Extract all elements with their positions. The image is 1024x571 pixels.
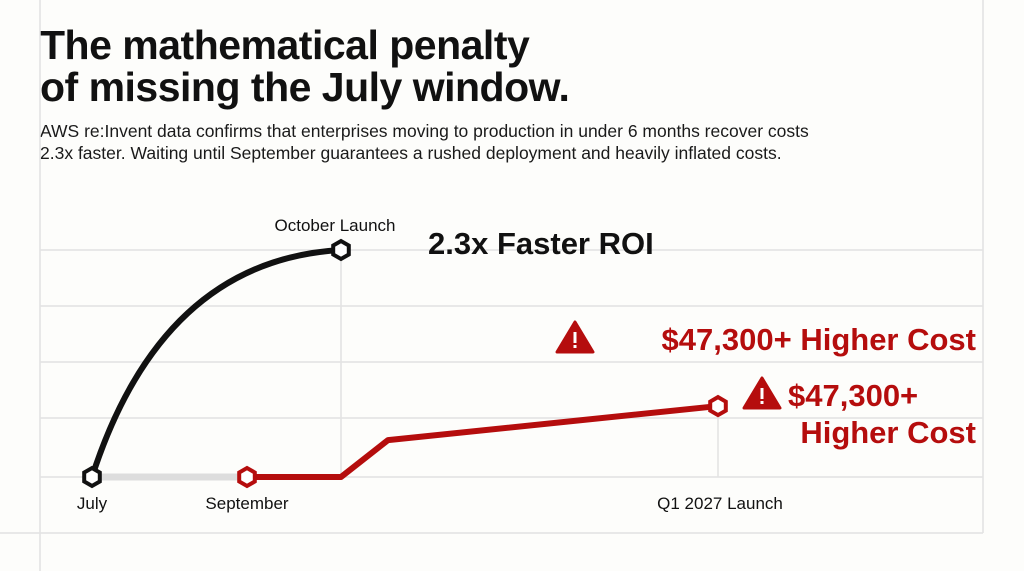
warning-triangle-icon <box>742 376 782 410</box>
marker-july <box>82 465 102 489</box>
annotation-cost-top: $47,300+ Higher Cost <box>662 322 976 357</box>
label-october-launch: October Launch <box>275 216 396 235</box>
label-september: September <box>205 494 288 513</box>
label-q1-launch: Q1 2027 Launch <box>657 494 783 513</box>
marker-september <box>237 465 257 489</box>
series-markers <box>82 238 728 489</box>
marker-october <box>331 238 351 262</box>
grid <box>0 0 984 571</box>
delayed-path-line <box>247 403 719 480</box>
subtitle: AWS re:Invent data confirms that enterpr… <box>40 121 809 163</box>
series-lines <box>89 247 719 481</box>
marker-q1-2027 <box>708 394 728 418</box>
title-line-1: The mathematical penalty <box>40 22 530 68</box>
title-line-2: of missing the July window. <box>40 64 570 110</box>
annotation-cost-line2: Higher Cost <box>800 415 976 450</box>
annotation-roi: 2.3x Faster ROI <box>428 226 654 261</box>
warning-triangle-icon <box>555 320 595 354</box>
page-title: The mathematical penalty of missing the J… <box>40 22 570 110</box>
label-july: July <box>77 494 108 513</box>
fast-path-line <box>89 247 344 480</box>
annotation-cost-line1: $47,300+ <box>788 378 918 413</box>
